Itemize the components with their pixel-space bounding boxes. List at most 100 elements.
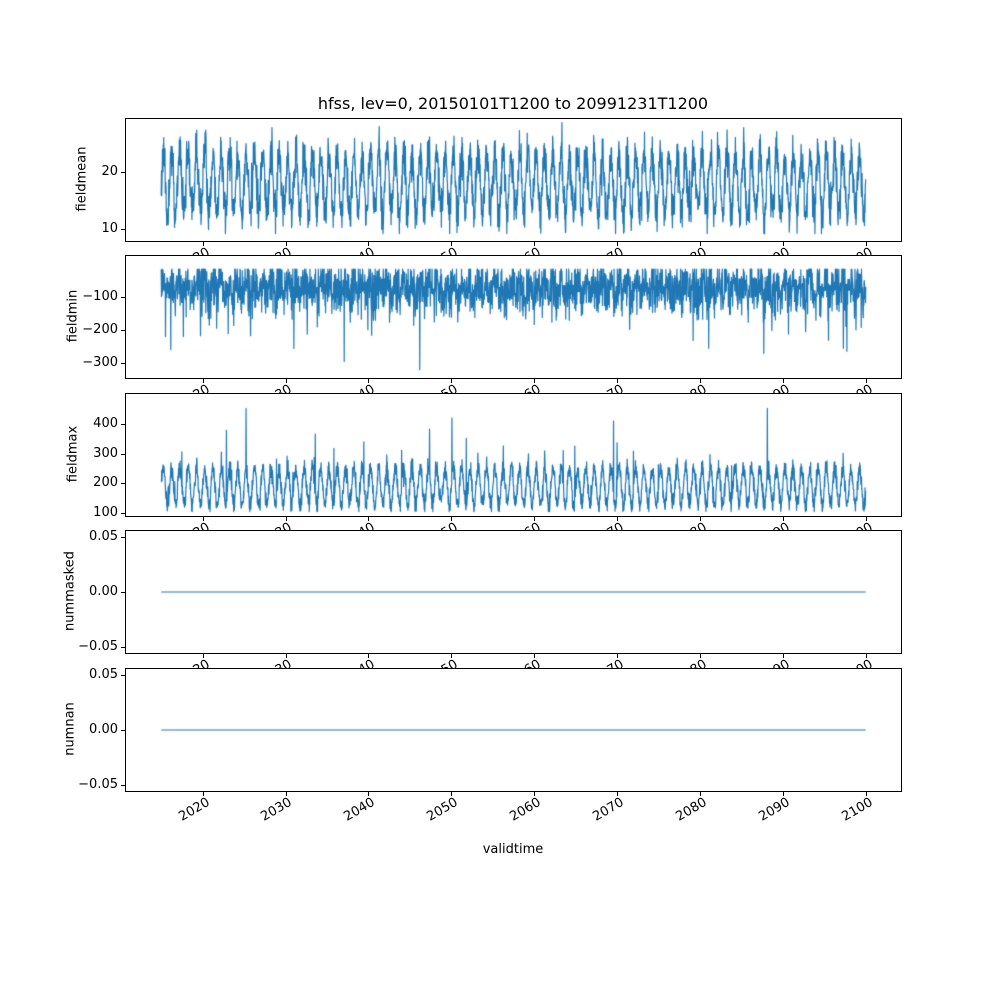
y-tick-mark [121,453,125,455]
x-tick-mark [534,242,536,246]
y-tick-label: 0.05 [89,528,118,544]
y-tick-label: −0.05 [78,777,118,793]
x-tick-mark [285,242,287,246]
x-tick-label: 2090 [756,520,793,550]
y-tick-mark [121,647,125,649]
y-axis-label-fieldmean: fieldmean [74,146,90,212]
x-tick-mark [202,654,204,658]
x-tick-label: 2020 [176,245,213,275]
x-tick-label: 2020 [176,657,213,687]
x-tick-label: 2050 [424,520,461,550]
fieldmean-plot-area [125,118,902,242]
numnan-line-canvas [126,669,901,791]
x-tick-mark [617,654,619,658]
x-tick-mark [285,792,287,796]
y-tick-label: −300 [82,355,118,371]
y-tick-label: −100 [82,289,118,305]
x-tick-label: 2040 [341,520,378,550]
x-tick-mark [782,654,784,658]
y-tick-mark [121,297,125,299]
x-tick-label: 2090 [756,657,793,687]
nummasked-plot-area [125,530,902,654]
x-tick-mark [451,654,453,658]
x-tick-label: 2040 [341,382,378,412]
x-tick-mark [617,792,619,796]
x-tick-mark [368,792,370,796]
y-tick-label: 0.00 [89,722,118,737]
x-tick-mark [699,517,701,521]
x-tick-label: 2050 [424,657,461,687]
x-tick-mark [865,517,867,521]
x-tick-label: 2060 [507,382,544,412]
y-axis-label-fieldmin: fieldmin [65,289,81,343]
y-tick-label: 400 [93,415,118,431]
x-tick-mark [534,379,536,383]
y-tick-label: 300 [93,445,118,461]
y-tick-label: 10 [101,220,118,236]
y-tick-mark [121,363,125,365]
x-tick-label: 2020 [176,520,213,550]
x-tick-mark [782,242,784,246]
y-axis-label-numnan: numnan [62,702,78,756]
x-tick-label: 2080 [673,795,710,825]
x-tick-mark [534,792,536,796]
x-tick-label: 2090 [756,795,793,825]
x-tick-label: 2090 [756,382,793,412]
x-tick-mark [699,792,701,796]
x-tick-mark [451,242,453,246]
x-tick-label: 2070 [590,657,627,687]
x-tick-label: 2050 [424,795,461,825]
x-tick-label: 2040 [341,795,378,825]
x-tick-label: 2070 [590,520,627,550]
y-tick-mark [121,423,125,425]
fieldmin-plot-area [125,255,902,379]
y-tick-mark [121,592,125,593]
y-tick-mark [121,536,125,538]
x-tick-mark [617,379,619,383]
x-tick-label: 2070 [590,245,627,275]
fieldmax-plot-area [125,393,902,517]
y-tick-label: 0.05 [89,666,118,682]
x-tick-label: 2030 [258,382,296,412]
y-tick-mark [121,330,125,332]
numnan-plot-area [125,668,902,792]
x-tick-label: 2020 [176,795,213,825]
x-tick-label: 2020 [176,382,213,412]
x-tick-mark [451,517,453,521]
x-tick-label: 2100 [839,795,876,825]
x-tick-label: 2060 [507,245,544,275]
x-tick-label: 2070 [590,382,627,412]
x-tick-mark [699,654,701,658]
x-tick-label: 2030 [258,245,296,275]
y-tick-mark [121,228,125,230]
y-tick-label: 100 [93,505,118,521]
x-tick-mark [368,242,370,246]
x-axis-label: validtime [482,842,544,857]
x-tick-label: 2040 [341,245,378,275]
x-tick-label: 2080 [673,245,710,275]
x-tick-mark [285,654,287,658]
x-tick-label: 2050 [424,382,461,412]
x-tick-label: 2070 [590,795,627,825]
x-tick-mark [285,517,287,521]
x-tick-label: 2050 [424,245,461,275]
x-tick-label: 2030 [258,657,296,687]
x-tick-mark [368,654,370,658]
x-tick-mark [782,379,784,383]
x-tick-label: 2100 [839,382,876,412]
x-tick-label: 2080 [673,520,710,550]
y-tick-label: 20 [101,163,118,179]
nummasked-line-canvas [126,531,901,653]
x-tick-label: 2080 [673,657,710,687]
y-tick-mark [121,785,125,787]
fieldmax-line-canvas [126,394,901,516]
y-axis-label-nummasked: nummasked [62,551,78,631]
y-tick-mark [121,730,125,731]
fieldmin-line-canvas [126,256,901,378]
y-tick-label: −0.05 [78,639,118,655]
x-tick-label: 2060 [507,520,544,550]
x-tick-mark [534,517,536,521]
x-tick-mark [865,792,867,796]
x-tick-mark [534,654,536,658]
x-tick-label: 2100 [839,657,876,687]
